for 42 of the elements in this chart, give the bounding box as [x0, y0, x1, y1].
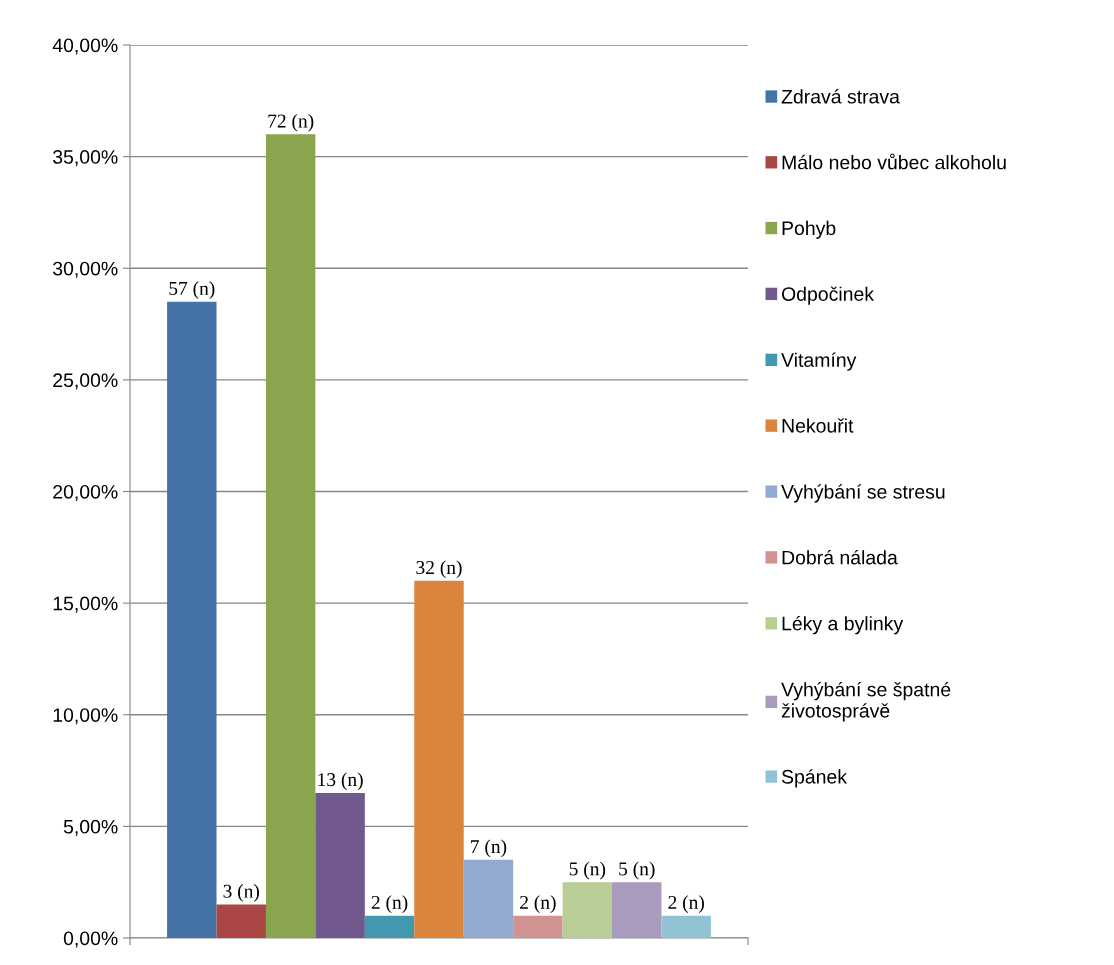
- bar: [562, 882, 613, 938]
- y-tick-label: 40,00%: [52, 38, 118, 55]
- legend-label: Pohyb: [782, 220, 836, 239]
- bar: [661, 915, 711, 938]
- y-tick-label: 20,00%: [53, 484, 118, 502]
- y-tick-label: 30,00%: [52, 261, 118, 278]
- annotation: 2 (n): [520, 895, 556, 913]
- bar: [612, 882, 662, 938]
- annotation: 13 (n): [318, 772, 363, 791]
- bar: [513, 915, 563, 938]
- legend-label: Odpočinek: [781, 286, 875, 305]
- annotation: 2 (n): [371, 895, 408, 913]
- y-tick-label: 15,00%: [53, 596, 118, 613]
- bar: [167, 301, 217, 938]
- legend-label: Léky a bylinky: [782, 615, 904, 635]
- legend-label: Nekouřit: [782, 418, 854, 433]
- annotation: 32 (n): [416, 560, 462, 579]
- annotation: 7 (n): [471, 839, 507, 858]
- bar: [364, 915, 415, 938]
- legend-label: Zdravá strava: [781, 89, 900, 104]
- legend-label: Vitamíny: [781, 352, 857, 371]
- annotation: 2 (n): [668, 895, 704, 913]
- annotation: 5 (n): [619, 861, 655, 880]
- legend-label: Vyhýbání se špatné životosprávě: [781, 681, 951, 722]
- y-tick-label: 35,00%: [52, 150, 118, 167]
- legend-label: Spánek: [781, 769, 848, 788]
- annotation: 5 (n): [569, 861, 606, 880]
- bar: [216, 904, 266, 938]
- y-tick-label: 10,00%: [53, 708, 118, 725]
- y-tick-label: 0,00%: [63, 931, 118, 948]
- legend-label: Vyhýbání se stresu: [781, 484, 945, 503]
- legend-label: Málo nebo vůbec alkoholu: [782, 153, 1006, 170]
- legend-label: Dobrá nálada: [782, 549, 898, 565]
- bar: [463, 859, 514, 938]
- annotation: 57 (n): [169, 281, 215, 299]
- y-tick-label: 5,00%: [63, 819, 118, 836]
- bar: [265, 134, 316, 938]
- bar: [315, 792, 365, 938]
- bar: [414, 580, 464, 938]
- y-tick-label: 25,00%: [53, 373, 118, 390]
- annotation: 3 (n): [223, 884, 260, 902]
- annotation: 72 (n): [268, 113, 314, 132]
